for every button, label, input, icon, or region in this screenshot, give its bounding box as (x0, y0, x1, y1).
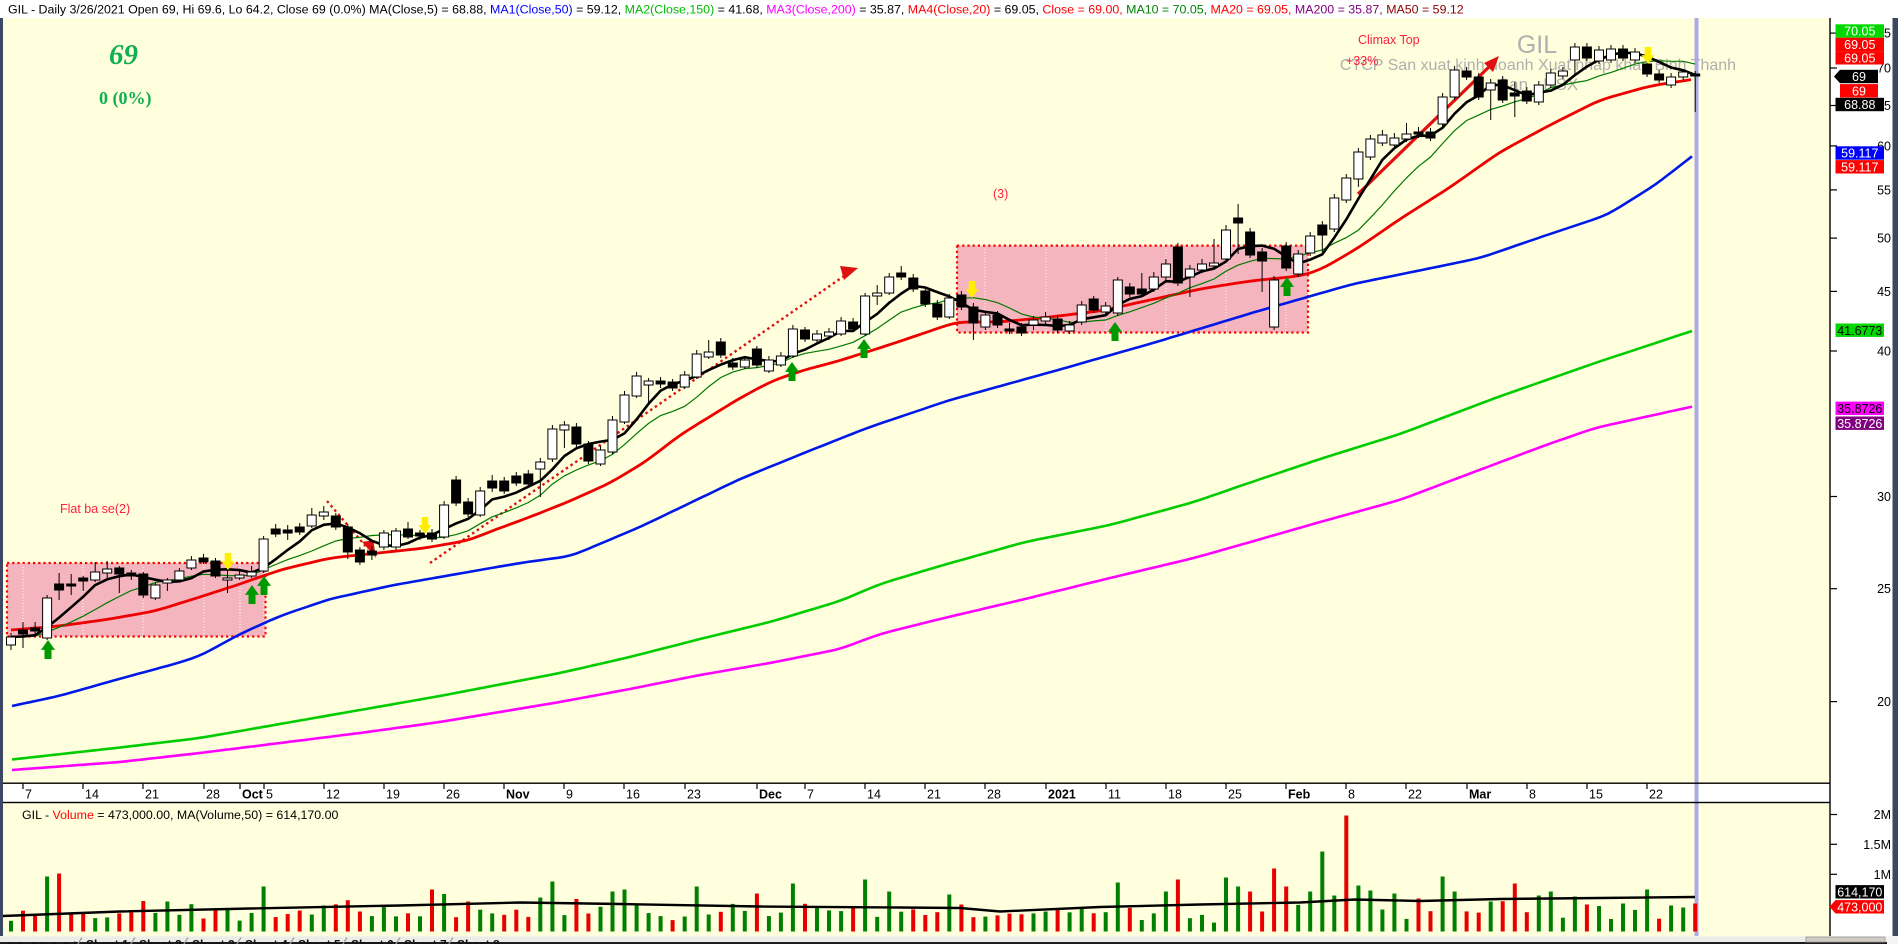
svg-text:22: 22 (1649, 788, 1663, 802)
svg-text:0 (0%): 0 (0%) (99, 88, 152, 109)
svg-text:1.5M: 1.5M (1863, 838, 1891, 852)
svg-text:473,000: 473,000 (1837, 900, 1882, 914)
svg-text:1M: 1M (1874, 868, 1891, 882)
svg-text:19: 19 (386, 788, 400, 802)
svg-text:12: 12 (326, 788, 340, 802)
svg-text:69.05: 69.05 (1844, 51, 1875, 65)
svg-text:21: 21 (927, 788, 941, 802)
svg-text:Sheet 4: Sheet 4 (245, 938, 288, 944)
svg-text:GIL - Daily 3/26/2021 Open 69,: GIL - Daily 3/26/2021 Open 69, Hi 69.6, … (8, 3, 1464, 17)
svg-text:40: 40 (1877, 345, 1891, 359)
svg-text:26: 26 (446, 788, 460, 802)
svg-text:Flat ba se(2): Flat ba se(2) (60, 502, 130, 516)
svg-text:21: 21 (145, 788, 159, 802)
svg-text:◄◄ ◄ ► ►► ▶: ◄◄ ◄ ► ►► ▶ (4, 940, 83, 944)
svg-text:Dec: Dec (759, 788, 782, 802)
svg-text:30: 30 (1877, 490, 1891, 504)
svg-text:2021: 2021 (1048, 788, 1076, 802)
svg-text:69: 69 (109, 39, 138, 71)
svg-text:Sheet 6: Sheet 6 (351, 938, 394, 944)
svg-text:9: 9 (566, 788, 573, 802)
svg-text:Nov: Nov (506, 788, 530, 802)
svg-text:GIL: GIL (1517, 31, 1557, 59)
svg-text:28: 28 (206, 788, 220, 802)
svg-text:68.88: 68.88 (1844, 98, 1875, 112)
svg-text:Sheet 1: Sheet 1 (86, 938, 129, 944)
svg-text:18: 18 (1168, 788, 1182, 802)
svg-text:11: 11 (1108, 788, 1121, 802)
svg-text:GIL - Volume = 473,000.00, MA(: GIL - Volume = 473,000.00, MA(Volume,50)… (22, 808, 339, 822)
svg-text:7: 7 (807, 788, 814, 802)
svg-text:CTCP San xuat kinh doanh Xuat: CTCP San xuat kinh doanh Xuat nhap khau … (1340, 57, 1736, 74)
svg-text:35.8726: 35.8726 (1837, 402, 1882, 416)
svg-text:28: 28 (987, 788, 1001, 802)
svg-text:50: 50 (1877, 232, 1891, 246)
svg-text:70: 70 (1877, 62, 1891, 76)
svg-text:70.05: 70.05 (1844, 25, 1875, 39)
svg-text:55: 55 (1877, 183, 1891, 197)
svg-text:41.6773: 41.6773 (1837, 324, 1882, 338)
svg-text:8: 8 (1529, 788, 1536, 802)
svg-text:25: 25 (1228, 788, 1242, 802)
svg-text:(3): (3) (993, 187, 1008, 201)
svg-text:8: 8 (1348, 788, 1355, 802)
svg-text:+33%: +33% (1346, 54, 1378, 68)
svg-text:14: 14 (867, 788, 881, 802)
svg-text:Climax Top: Climax Top (1358, 33, 1420, 47)
svg-text:7: 7 (25, 788, 32, 802)
svg-text:Sheet 3: Sheet 3 (192, 938, 235, 944)
svg-text:Sheet 2: Sheet 2 (139, 938, 182, 944)
svg-text:Mar: Mar (1469, 788, 1491, 802)
svg-text:25: 25 (1877, 582, 1891, 596)
svg-text:45: 45 (1877, 285, 1891, 299)
svg-text:Sheet 5: Sheet 5 (298, 938, 341, 944)
svg-text:Sheet 8: Sheet 8 (457, 938, 500, 944)
svg-text:15: 15 (1589, 788, 1603, 802)
svg-text:14: 14 (85, 788, 99, 802)
svg-text:614,170: 614,170 (1837, 885, 1882, 899)
svg-text:5: 5 (266, 788, 273, 802)
svg-text:Feb: Feb (1288, 788, 1311, 802)
svg-text:69: 69 (1852, 70, 1866, 84)
svg-text:69: 69 (1852, 84, 1866, 98)
svg-text:16: 16 (626, 788, 640, 802)
svg-text:69.05: 69.05 (1844, 38, 1875, 52)
svg-text:59.117: 59.117 (1841, 147, 1878, 161)
svg-text:23: 23 (687, 788, 701, 802)
svg-text:Oct: Oct (242, 788, 264, 802)
svg-text:35.8726: 35.8726 (1837, 417, 1882, 431)
svg-text:2M: 2M (1874, 808, 1891, 822)
svg-text:Sheet 7: Sheet 7 (404, 938, 447, 944)
svg-text:22: 22 (1408, 788, 1422, 802)
svg-text:59.117: 59.117 (1841, 160, 1878, 174)
svg-text:20: 20 (1877, 695, 1891, 709)
